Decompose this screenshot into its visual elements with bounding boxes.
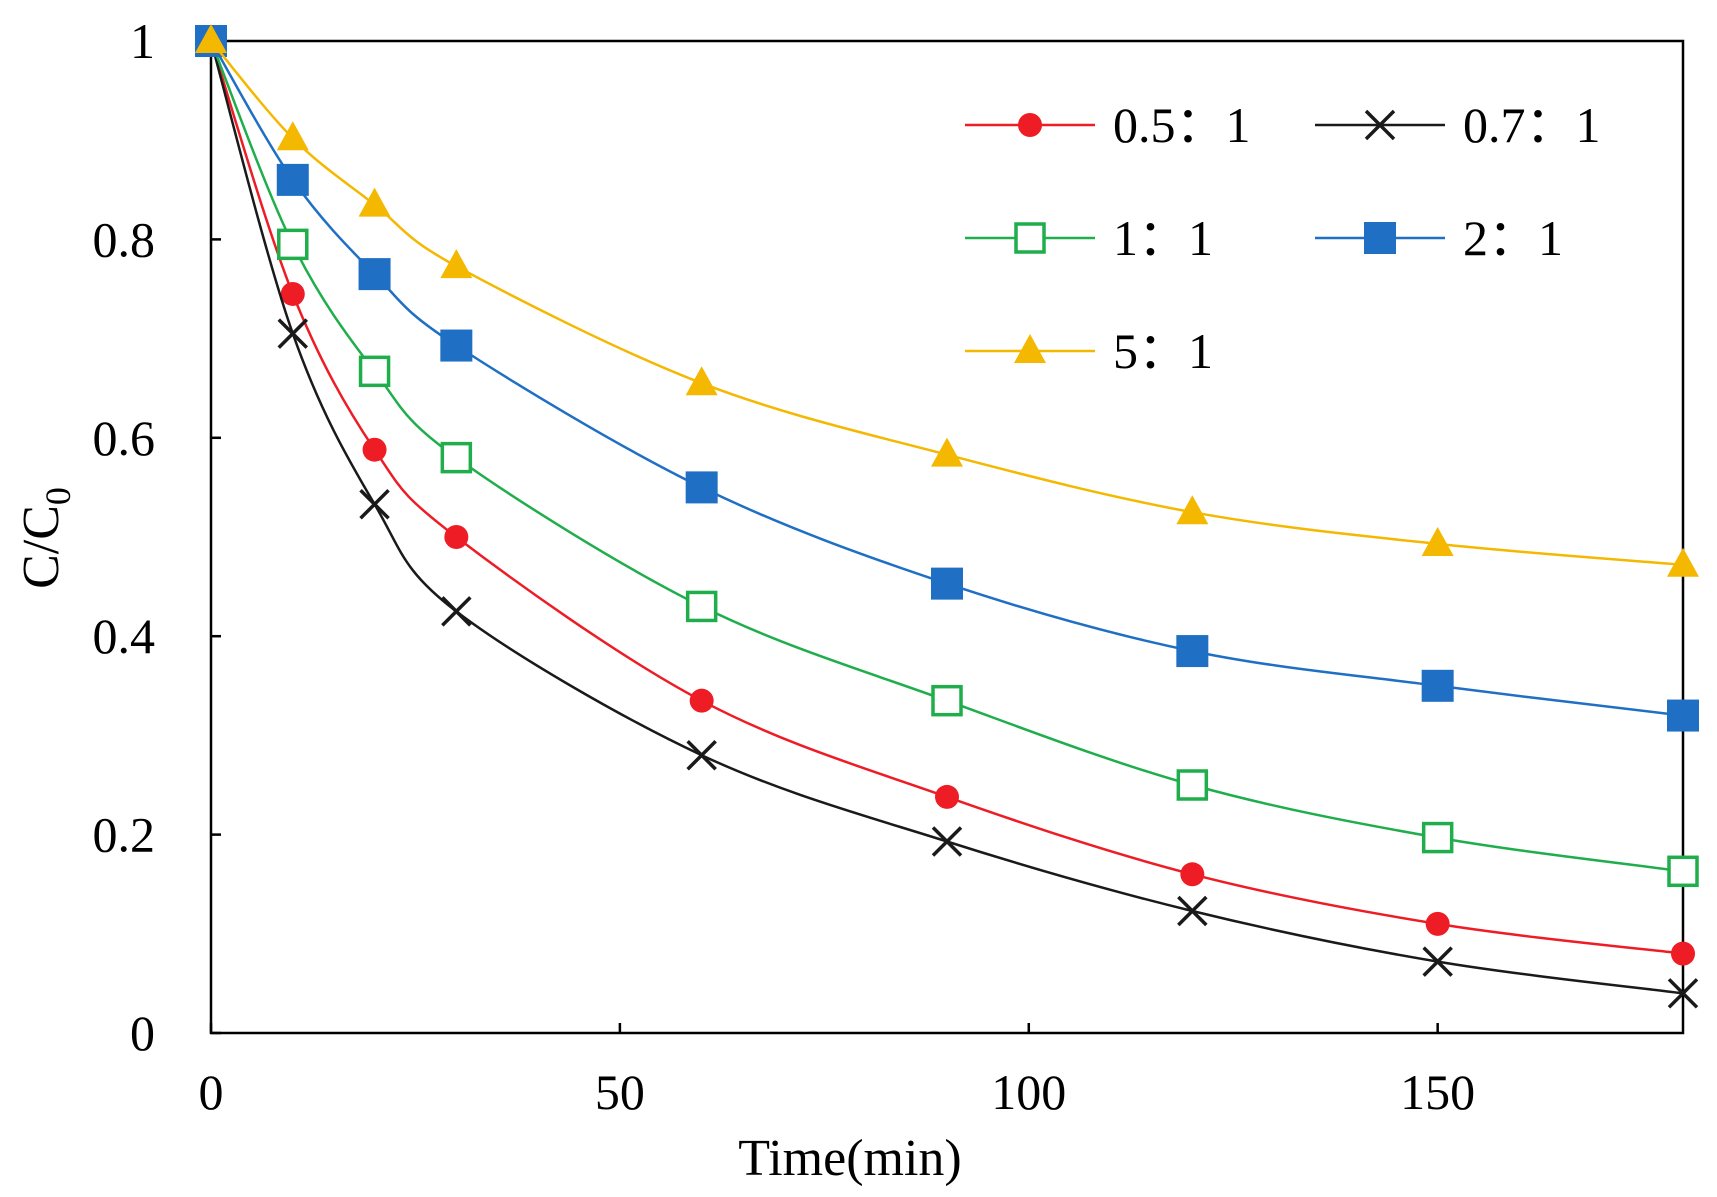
y-tick-label: 1 (130, 13, 155, 69)
data-point (440, 441, 473, 474)
data-point (1177, 895, 1208, 927)
x-tick-label: 150 (1400, 1064, 1475, 1120)
legend-marker (1014, 334, 1046, 363)
x-tick-label: 50 (595, 1064, 645, 1120)
x-axis-ticks: 0 50 100 150 (199, 1023, 1475, 1120)
data-point (358, 355, 391, 388)
y-tick-label: 0.8 (93, 211, 156, 267)
y-axis-title: C/C0 (13, 487, 78, 589)
x-axis-title: Time(min) (738, 1130, 961, 1187)
legend-marker (1018, 113, 1042, 137)
data-point (276, 163, 309, 196)
y-axis-title-main: C/C (13, 505, 70, 589)
legend-item: 2：1 (1315, 210, 1563, 266)
y-axis-ticks: 0 0.2 0.4 0.6 0.8 1 (93, 13, 221, 1061)
data-point (277, 318, 309, 349)
data-point (362, 437, 387, 462)
y-axis-title-subscript: 0 (38, 487, 78, 505)
data-point (1422, 946, 1453, 977)
data-point (1667, 855, 1699, 888)
data-point (195, 24, 227, 53)
data-point (1180, 862, 1205, 887)
data-point (358, 187, 391, 217)
legend-marker (1364, 222, 1396, 254)
legend-label: 2：1 (1463, 210, 1563, 266)
data-point (1667, 978, 1699, 1009)
legend-label: 1：1 (1113, 210, 1213, 266)
data-point (1421, 669, 1454, 702)
series-layer (195, 24, 1699, 1009)
series-1 (195, 25, 1699, 1009)
data-point (685, 366, 718, 396)
data-point (685, 590, 718, 623)
data-point (276, 121, 309, 151)
data-point (444, 525, 469, 549)
data-point (358, 258, 391, 291)
series-line (209, 40, 1684, 717)
data-point (1421, 526, 1454, 556)
data-point (1671, 941, 1695, 966)
data-point (689, 688, 714, 713)
series-2 (195, 25, 1699, 888)
data-point (441, 596, 472, 627)
legend-label: 0.7：1 (1463, 97, 1601, 153)
y-tick-label: 0.4 (93, 608, 156, 664)
legend-item: 0.7：1 (1315, 97, 1601, 153)
series-line (209, 40, 1684, 873)
data-point (1176, 495, 1209, 525)
data-point (280, 281, 305, 306)
legend-item: 0.5：1 (965, 97, 1251, 153)
data-point (1421, 821, 1454, 854)
x-tick-label: 100 (991, 1064, 1066, 1120)
series-3 (195, 25, 1699, 732)
y-tick-label: 0 (130, 1005, 155, 1061)
series-0 (199, 29, 1695, 966)
data-point (1176, 635, 1209, 668)
data-point (1176, 769, 1209, 801)
data-point (440, 329, 473, 362)
data-point (1667, 547, 1699, 577)
legend: 0.5：1 0.7：1 1：1 2：1 5：1 (965, 97, 1601, 379)
x-tick-label: 0 (199, 1064, 224, 1120)
data-point (1667, 699, 1699, 732)
data-point (931, 567, 963, 600)
legend-item: 1：1 (965, 210, 1213, 266)
series-4 (195, 24, 1699, 577)
legend-label: 5：1 (1113, 323, 1213, 379)
legend-label: 0.5：1 (1113, 97, 1251, 153)
legend-marker (1364, 109, 1396, 141)
data-point (440, 249, 473, 279)
y-tick-label: 0.6 (93, 410, 156, 466)
series-line (209, 40, 1684, 955)
data-point (1425, 911, 1450, 936)
data-point (935, 784, 959, 809)
data-point (931, 684, 963, 717)
data-point (931, 437, 963, 467)
data-point (685, 471, 718, 504)
legend-marker (1014, 222, 1046, 254)
legend-item: 5：1 (965, 323, 1213, 379)
data-point (686, 740, 717, 771)
y-tick-label: 0.2 (93, 807, 156, 863)
data-point (359, 489, 390, 520)
series-line (209, 40, 1684, 995)
series-line (210, 40, 1684, 567)
plot-area (209, 39, 1685, 1035)
data-point (931, 826, 963, 857)
data-point (277, 228, 309, 261)
